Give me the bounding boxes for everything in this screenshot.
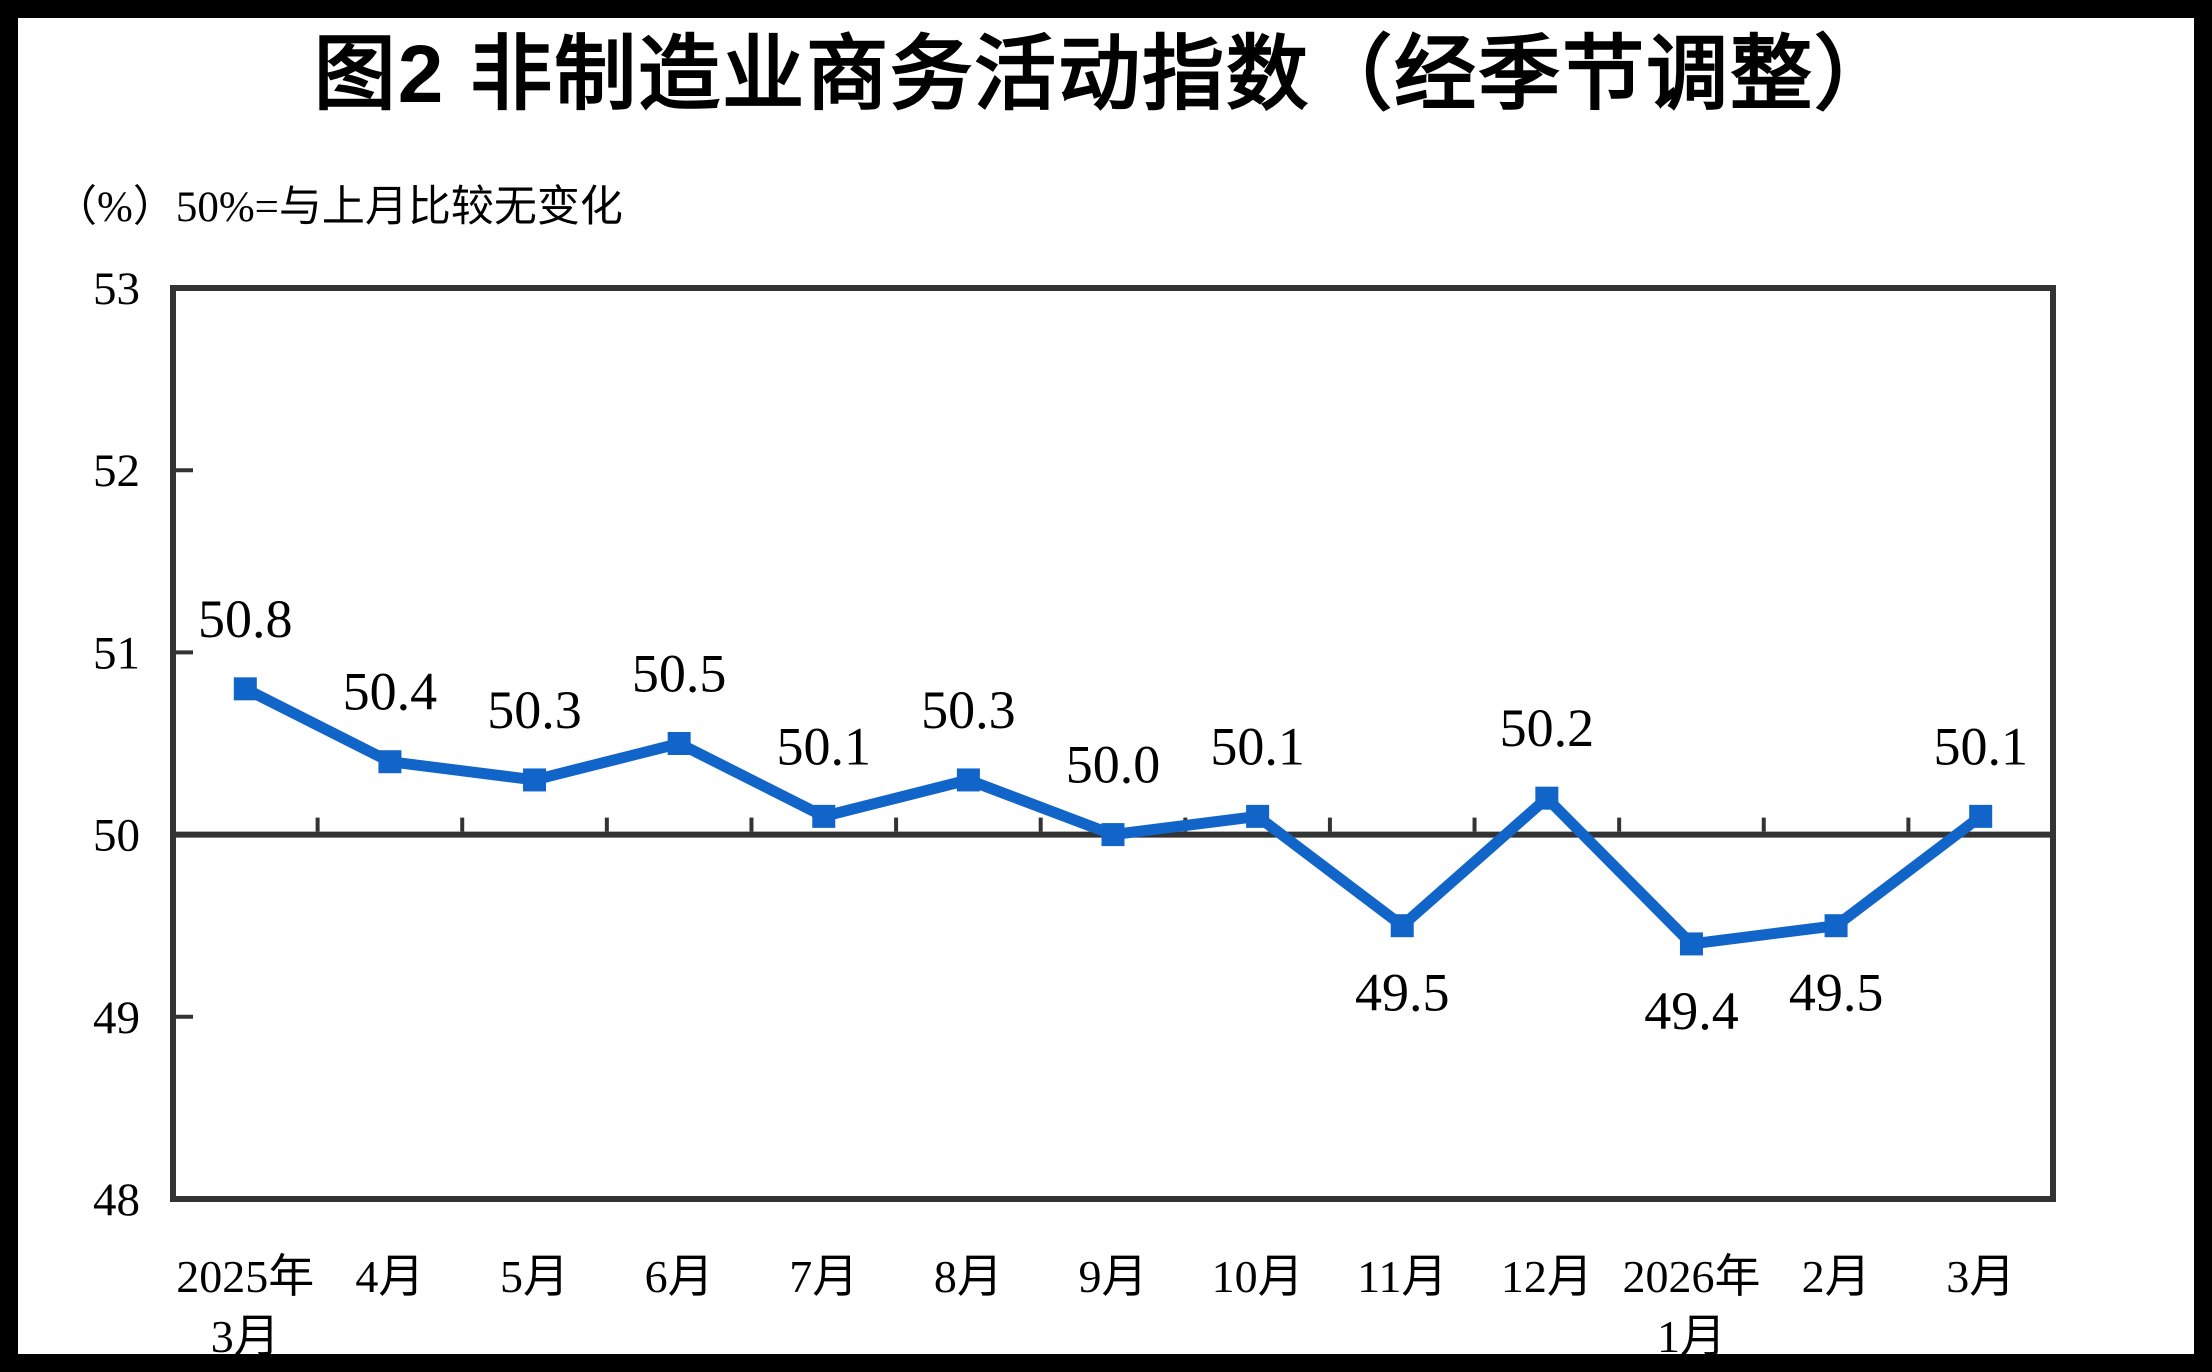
x-tick-label: 9月 [1079, 1251, 1148, 1302]
x-tick-label: 8月 [934, 1251, 1003, 1302]
y-tick-label: 52 [93, 445, 140, 497]
plot-border [170, 285, 2056, 1202]
x-tick-label-line: 3月 [1946, 1251, 2015, 1302]
data-point-marker [1535, 786, 1559, 810]
x-tick-label-line: 2026年 [1622, 1251, 1760, 1302]
x-tick-label-line: 1月 [1657, 1311, 1726, 1362]
x-tick-label-line: 12月 [1501, 1251, 1593, 1302]
data-point-marker [1824, 914, 1848, 938]
data-point-marker [1679, 932, 1703, 956]
y-tick-label: 49 [93, 992, 140, 1044]
y-tick-label: 51 [93, 627, 140, 679]
x-tick-label: 12月 [1501, 1251, 1593, 1302]
data-point-marker [667, 732, 691, 755]
x-tick-label-line: 10月 [1212, 1251, 1304, 1302]
x-tick-label: 2025年 3月 [176, 1251, 314, 1362]
data-point-marker [1246, 804, 1270, 828]
y-tick-label: 50 [93, 810, 140, 862]
y-tick-label: 48 [93, 1174, 140, 1226]
data-point-marker [523, 768, 547, 792]
x-tick-label: 11月 [1357, 1251, 1447, 1302]
x-tick-label-line: 11月 [1357, 1251, 1447, 1302]
data-label: 50.3 [487, 680, 582, 740]
data-point-marker [1101, 823, 1125, 847]
x-tick-label-line: 7月 [789, 1251, 858, 1302]
x-tick-label: 6月 [645, 1251, 714, 1302]
data-point-marker [233, 677, 257, 701]
data-label: 50.1 [1210, 716, 1305, 776]
data-label: 50.1 [1933, 716, 2028, 776]
x-tick-label-line: 5月 [500, 1251, 569, 1302]
x-tick-label-line: 9月 [1079, 1251, 1148, 1302]
data-point-marker [812, 804, 836, 828]
y-tick-label: 53 [93, 263, 140, 315]
data-point-marker [1969, 804, 1993, 828]
data-label: 49.5 [1789, 963, 1884, 1023]
data-label: 50.5 [632, 644, 727, 704]
data-label: 50.2 [1500, 698, 1595, 758]
data-label: 49.5 [1355, 963, 1450, 1023]
data-label: 50.4 [343, 662, 438, 722]
data-label: 50.0 [1066, 735, 1161, 795]
x-tick-label: 7月 [789, 1251, 858, 1302]
x-tick-label: 10月 [1212, 1251, 1304, 1302]
x-tick-label-line: 2月 [1802, 1251, 1871, 1302]
data-point-marker [1390, 914, 1414, 938]
x-tick-label: 4月 [355, 1251, 424, 1302]
x-tick-label-line: 3月 [211, 1311, 280, 1362]
x-tick-label-line: 2025年 [176, 1251, 314, 1302]
data-point-marker [378, 750, 402, 774]
x-tick-label: 5月 [500, 1251, 569, 1302]
data-label: 50.8 [198, 589, 293, 649]
chart-title: 图2 非制造业商务活动指数（经季节调整） [313, 29, 1899, 120]
data-label: 50.1 [777, 716, 872, 776]
data-point-marker [956, 768, 980, 792]
x-tick-label: 2月 [1802, 1251, 1871, 1302]
axis-unit-note: （%）50%=与上月比较无变化 [54, 184, 623, 231]
x-tick-label: 2026年 1月 [1622, 1251, 1760, 1362]
data-label: 49.4 [1644, 981, 1739, 1041]
x-tick-label-line: 4月 [355, 1251, 424, 1302]
x-tick-label: 3月 [1946, 1251, 2015, 1302]
x-tick-label-line: 8月 [934, 1251, 1003, 1302]
x-tick-label-line: 6月 [645, 1251, 714, 1302]
data-label: 50.3 [921, 680, 1016, 740]
